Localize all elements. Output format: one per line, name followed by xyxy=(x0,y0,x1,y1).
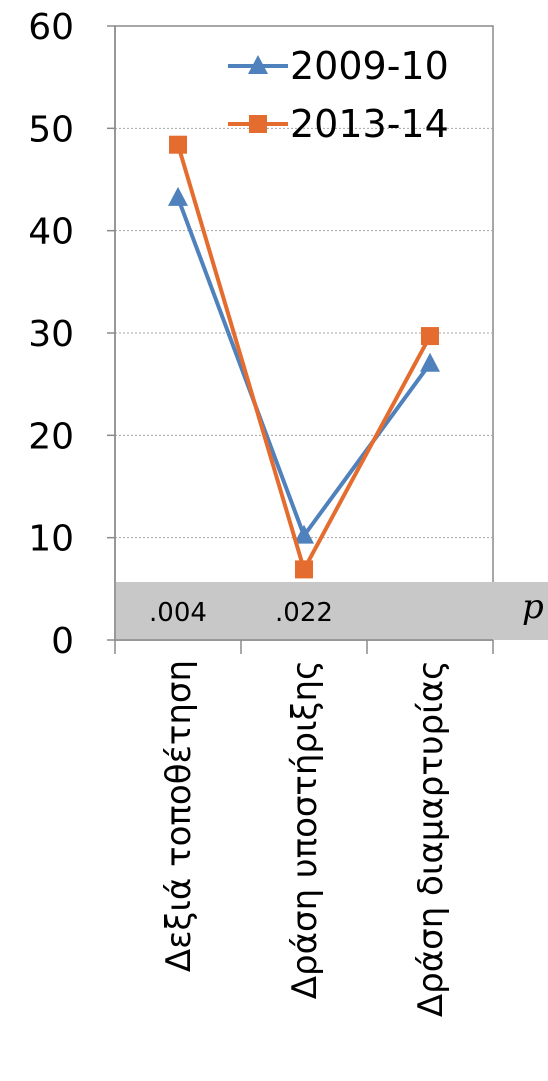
p-value-labels: .004 .022 p xyxy=(149,587,544,628)
legend-label: 2013-14 xyxy=(290,102,449,146)
legend-marker-square xyxy=(249,115,267,133)
data-point-triangle xyxy=(420,352,440,372)
x-category-label: Δεξιά τοποθέτηση xyxy=(159,660,199,972)
y-tick-label: 50 xyxy=(28,109,74,150)
series-lines xyxy=(168,135,440,579)
x-category-label: Δράση διαμαρτυρίας xyxy=(411,660,451,1017)
p-value-label: .004 xyxy=(149,598,207,628)
y-tick-label: 10 xyxy=(28,519,74,560)
y-tick-label: 30 xyxy=(28,314,74,355)
legend-marker-triangle xyxy=(248,55,268,74)
y-tick-label: 40 xyxy=(28,212,74,253)
data-point-triangle xyxy=(294,524,314,544)
p-value-band xyxy=(115,582,548,640)
x-category-label: Δράση υποστήριξης xyxy=(285,660,325,999)
y-tick-label: 20 xyxy=(28,416,74,457)
data-point-square xyxy=(421,327,439,346)
data-point-square xyxy=(295,560,313,579)
p-symbol-label: p xyxy=(522,587,544,627)
y-tick-labels: 0 10 20 30 40 50 60 xyxy=(28,7,74,662)
data-point-triangle xyxy=(168,186,188,206)
legend: 2009-10 2013-14 xyxy=(228,44,449,146)
p-value-label: .022 xyxy=(275,598,333,628)
legend-label: 2009-10 xyxy=(290,44,449,88)
y-tick-label: 60 xyxy=(28,7,74,48)
data-point-square xyxy=(169,135,187,154)
y-tick-label: 0 xyxy=(51,621,74,662)
x-category-labels: Δεξιά τοποθέτηση Δράση υποστήριξης Δράση δ… xyxy=(159,660,451,1017)
axes xyxy=(107,25,494,654)
